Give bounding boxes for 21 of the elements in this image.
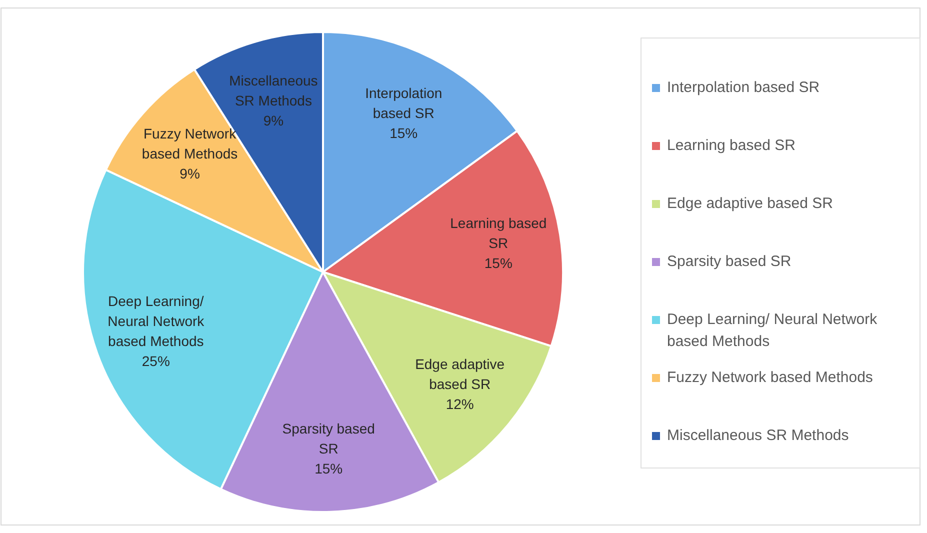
data-label: 15%: [314, 460, 343, 476]
legend-label: Fuzzy Network based Methods: [667, 368, 873, 386]
slice-label: Edge adaptive based SR: [415, 356, 505, 392]
slice-label: Miscellaneous SR Methods: [229, 72, 318, 108]
legend-label: Edge adaptive based SR: [667, 194, 834, 212]
legend-label: Deep Learning/ Neural Network based Methods: [667, 310, 878, 350]
slice-label: Learning based SR: [450, 214, 547, 251]
legend-label: Learning based SR: [667, 136, 796, 154]
slice-label: Interpolation based SR: [365, 84, 442, 120]
slice-label: Sparsity based SR: [282, 420, 375, 456]
legend-label: Sparsity based SR: [667, 252, 792, 270]
data-label: 9%: [180, 165, 200, 182]
data-label: 25%: [142, 352, 170, 369]
data-label: 15%: [390, 124, 418, 140]
legend-label: Miscellaneous SR Methods: [667, 426, 849, 444]
data-label: 15%: [484, 254, 512, 271]
slice-label: Deep Learning/ Neural Network based Methods: [108, 292, 206, 349]
legend-label: Interpolation based SR: [667, 78, 820, 96]
data-label: 9%: [263, 112, 284, 128]
slice-label: Fuzzy Network based Methods: [142, 125, 238, 162]
data-label: 12%: [446, 396, 474, 412]
